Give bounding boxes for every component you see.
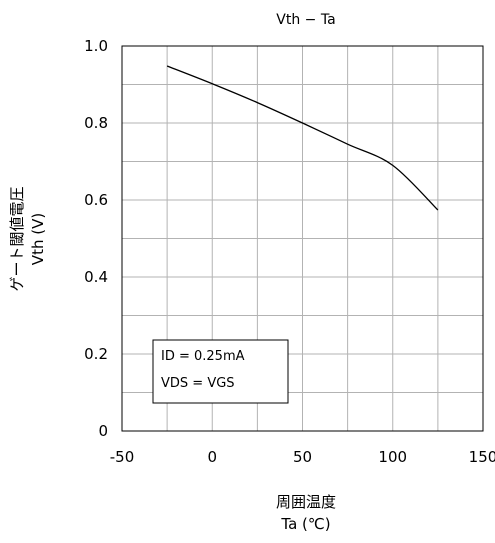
x-tick-label: 0 bbox=[207, 448, 217, 466]
y-axis-label-line-2: Vth (V) bbox=[29, 213, 47, 265]
y-tick-label: 0.8 bbox=[84, 114, 108, 132]
plot-frame bbox=[121, 45, 484, 432]
grid-layer bbox=[122, 46, 483, 431]
annotation-line-2: VDS = VGS bbox=[161, 376, 235, 391]
x-tick-label: 50 bbox=[293, 448, 312, 466]
y-axis-label-line-1: ゲート閾値電圧 bbox=[8, 186, 26, 291]
chart-title: Vth − Ta bbox=[276, 12, 335, 28]
x-tick-label: 150 bbox=[469, 448, 495, 466]
annotation-line-1: ID = 0.25mA bbox=[161, 349, 245, 364]
y-tick-label: 1.0 bbox=[84, 37, 108, 55]
series-line bbox=[166, 65, 439, 211]
y-tick-label: 0.2 bbox=[84, 345, 108, 363]
y-tick-label: 0.6 bbox=[84, 191, 108, 209]
y-tick-label: 0 bbox=[98, 422, 108, 440]
x-tick-label: 100 bbox=[378, 448, 407, 466]
annotation-rect bbox=[152, 339, 289, 404]
annotation-box: ID = 0.25mA VDS = VGS bbox=[152, 339, 289, 404]
y-tick-label: 0.4 bbox=[84, 268, 108, 286]
series-layer bbox=[166, 65, 439, 211]
x-axis-label-line-1: 周囲温度 bbox=[276, 493, 336, 511]
x-axis-label-line-2: Ta (℃) bbox=[280, 515, 330, 533]
x-tick-label: -50 bbox=[110, 448, 135, 466]
